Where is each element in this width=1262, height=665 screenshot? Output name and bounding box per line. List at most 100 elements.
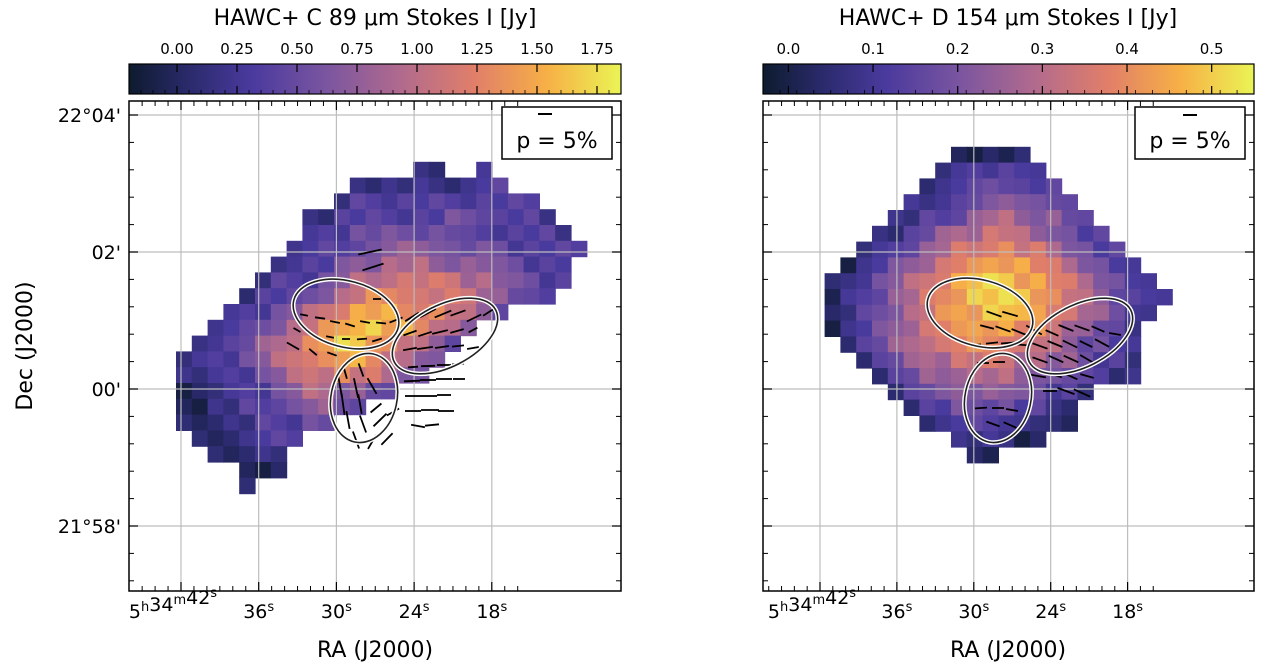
intensity-pixel bbox=[998, 178, 1014, 194]
intensity-pixel bbox=[539, 288, 555, 304]
intensity-pixel bbox=[445, 193, 461, 209]
colorbar-tick-label: 0.0 bbox=[776, 40, 800, 58]
intensity-pixel bbox=[904, 194, 920, 210]
intensity-pixel bbox=[1030, 226, 1046, 242]
intensity-pixel bbox=[397, 225, 413, 241]
intensity-pixel bbox=[381, 209, 397, 225]
intensity-pixel bbox=[192, 351, 208, 367]
intensity-pixel bbox=[239, 462, 255, 478]
intensity-pixel bbox=[951, 431, 967, 447]
intensity-pixel bbox=[825, 321, 841, 337]
intensity-pixel bbox=[919, 400, 935, 416]
intensity-pixel bbox=[539, 257, 555, 273]
intensity-pixel bbox=[492, 193, 508, 209]
intensity-pixel bbox=[1014, 384, 1030, 400]
intensity-pixel bbox=[508, 257, 524, 273]
intensity-pixel bbox=[872, 336, 888, 352]
intensity-pixel bbox=[397, 178, 413, 194]
intensity-pixel bbox=[208, 383, 224, 399]
intensity-pixel bbox=[397, 272, 413, 288]
intensity-pixel bbox=[524, 241, 540, 257]
intensity-pixel bbox=[998, 242, 1014, 258]
intensity-pixel bbox=[1062, 415, 1078, 431]
intensity-pixel bbox=[1062, 400, 1078, 416]
intensity-pixel bbox=[271, 304, 287, 320]
intensity-pixel bbox=[951, 352, 967, 368]
intensity-pixel bbox=[397, 193, 413, 209]
intensity-pixel bbox=[381, 272, 397, 288]
intensity-pixel bbox=[192, 415, 208, 431]
x-axis-label: RA (J2000) bbox=[317, 638, 433, 663]
intensity-pixel bbox=[524, 193, 540, 209]
intensity-pixel bbox=[524, 288, 540, 304]
intensity-pixel bbox=[1062, 194, 1078, 210]
intensity-pixel bbox=[445, 272, 461, 288]
intensity-pixel bbox=[239, 430, 255, 446]
intensity-pixel bbox=[904, 400, 920, 416]
intensity-pixel bbox=[524, 225, 540, 241]
intensity-pixel bbox=[366, 367, 382, 383]
intensity-pixel bbox=[302, 209, 318, 225]
colorbar-tick-label: 0.25 bbox=[220, 40, 253, 58]
intensity-pixel bbox=[271, 446, 287, 462]
intensity-pixel bbox=[476, 272, 492, 288]
intensity-pixel bbox=[935, 257, 951, 273]
intensity-pixel bbox=[492, 241, 508, 257]
intensity-pixel bbox=[1030, 163, 1046, 179]
intensity-pixel bbox=[255, 336, 271, 352]
intensity-pixel bbox=[919, 210, 935, 226]
intensity-pixel bbox=[998, 194, 1014, 210]
intensity-pixel bbox=[318, 225, 334, 241]
intensity-pixel bbox=[1109, 273, 1125, 289]
intensity-pixel bbox=[919, 415, 935, 431]
intensity-pixel bbox=[872, 321, 888, 337]
intensity-pixel bbox=[539, 272, 555, 288]
intensity-pixel bbox=[255, 320, 271, 336]
intensity-pixel bbox=[255, 351, 271, 367]
intensity-pixel bbox=[239, 367, 255, 383]
intensity-pixel bbox=[508, 193, 524, 209]
intensity-pixel bbox=[825, 305, 841, 321]
intensity-pixel bbox=[413, 272, 429, 288]
y-tick-label: 21°58' bbox=[58, 516, 121, 538]
polarization-vector bbox=[986, 342, 998, 343]
x-axis-label: RA (J2000) bbox=[950, 638, 1066, 663]
intensity-pixel bbox=[255, 304, 271, 320]
intensity-pixel bbox=[223, 399, 239, 415]
intensity-pixel bbox=[1141, 305, 1157, 321]
intensity-pixel bbox=[904, 321, 920, 337]
intensity-pixel bbox=[904, 368, 920, 384]
intensity-pixel bbox=[1046, 384, 1062, 400]
intensity-pixel bbox=[951, 226, 967, 242]
intensity-pixel bbox=[429, 241, 445, 257]
intensity-pixel bbox=[492, 272, 508, 288]
intensity-pixel bbox=[460, 241, 476, 257]
intensity-pixel bbox=[998, 147, 1014, 163]
intensity-pixel bbox=[476, 209, 492, 225]
intensity-pixel bbox=[951, 194, 967, 210]
intensity-pixel bbox=[413, 162, 429, 178]
legend-text: p = 5% bbox=[1149, 129, 1230, 154]
intensity-pixel bbox=[888, 273, 904, 289]
intensity-pixel bbox=[1030, 210, 1046, 226]
intensity-pixel bbox=[935, 368, 951, 384]
intensity-pixel bbox=[524, 209, 540, 225]
intensity-pixel bbox=[318, 367, 334, 383]
intensity-pixel bbox=[825, 273, 841, 289]
intensity-pixel bbox=[192, 399, 208, 415]
intensity-pixel bbox=[856, 352, 872, 368]
intensity-pixel bbox=[1014, 226, 1030, 242]
intensity-pixel bbox=[872, 257, 888, 273]
intensity-pixel bbox=[271, 288, 287, 304]
intensity-pixel bbox=[983, 147, 999, 163]
intensity-pixel bbox=[555, 225, 571, 241]
intensity-pixel bbox=[1062, 273, 1078, 289]
intensity-pixel bbox=[935, 289, 951, 305]
intensity-pixel bbox=[476, 241, 492, 257]
intensity-pixel bbox=[381, 193, 397, 209]
intensity-pixel bbox=[967, 321, 983, 337]
intensity-pixel bbox=[366, 178, 382, 194]
intensity-pixel bbox=[935, 163, 951, 179]
intensity-pixel bbox=[935, 194, 951, 210]
intensity-pixel bbox=[287, 430, 303, 446]
